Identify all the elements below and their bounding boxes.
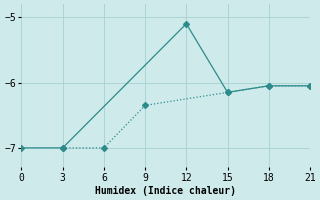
X-axis label: Humidex (Indice chaleur): Humidex (Indice chaleur)	[95, 186, 236, 196]
